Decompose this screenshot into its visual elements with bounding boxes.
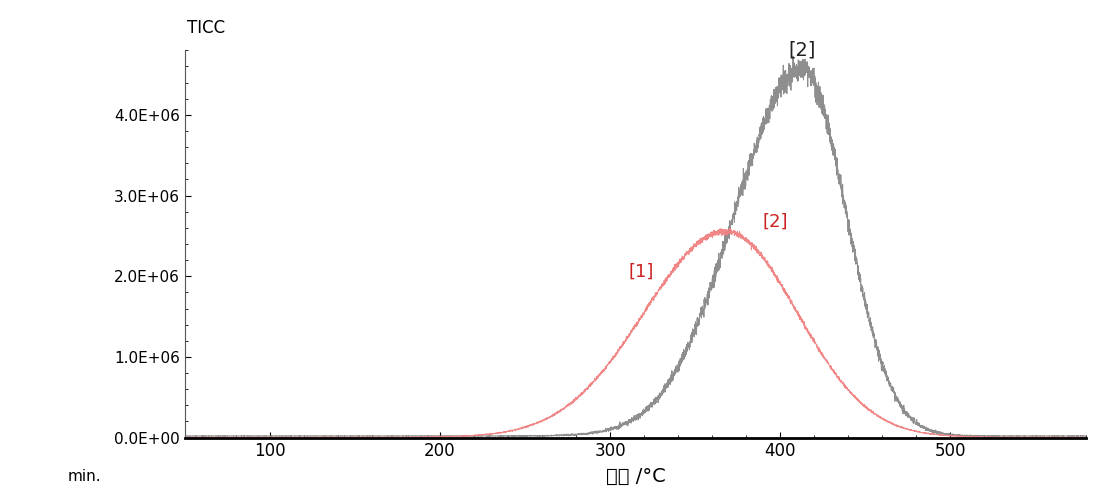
Text: min.: min. [67,469,101,483]
Text: TICC: TICC [187,19,225,37]
Text: [1]: [1] [628,263,653,281]
Text: [2]: [2] [788,41,816,60]
X-axis label: 温度 /°C: 温度 /°C [606,467,665,486]
Text: [2]: [2] [763,212,787,230]
